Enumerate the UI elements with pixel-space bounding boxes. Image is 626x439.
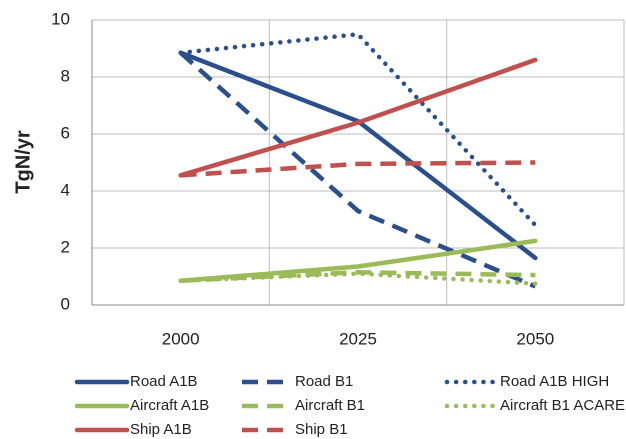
y-tick-label: 4: [61, 180, 70, 199]
line-series: [178, 57, 538, 178]
y-tick-label: 0: [61, 294, 70, 313]
legend-label: Aircraft A1B: [130, 397, 209, 414]
line-series: [178, 50, 538, 261]
legend-label: Aircraft B1: [295, 397, 365, 414]
line-series: [178, 31, 538, 228]
legend-label: Aircraft B1 ACARE: [500, 397, 625, 414]
y-tick-label: 8: [61, 66, 70, 85]
legend-label: Ship B1: [295, 421, 348, 438]
y-tick-label: 6: [61, 123, 70, 142]
x-tick-label: 2050: [516, 329, 554, 348]
legend-label: Road A1B HIGH: [500, 373, 609, 390]
y-tick-label: 10: [51, 9, 70, 28]
legend-label: Road B1: [295, 373, 353, 390]
y-axis-label: TgN/yr: [12, 130, 34, 194]
legend-label: Road A1B: [130, 373, 198, 390]
line-series: [179, 51, 537, 289]
x-tick-label: 2000: [162, 329, 200, 348]
legend-label: Ship A1B: [130, 421, 192, 438]
line-series: [180, 269, 536, 284]
y-tick-label: 2: [61, 237, 70, 256]
line-series: [180, 160, 536, 178]
x-tick-label: 2025: [339, 329, 377, 348]
